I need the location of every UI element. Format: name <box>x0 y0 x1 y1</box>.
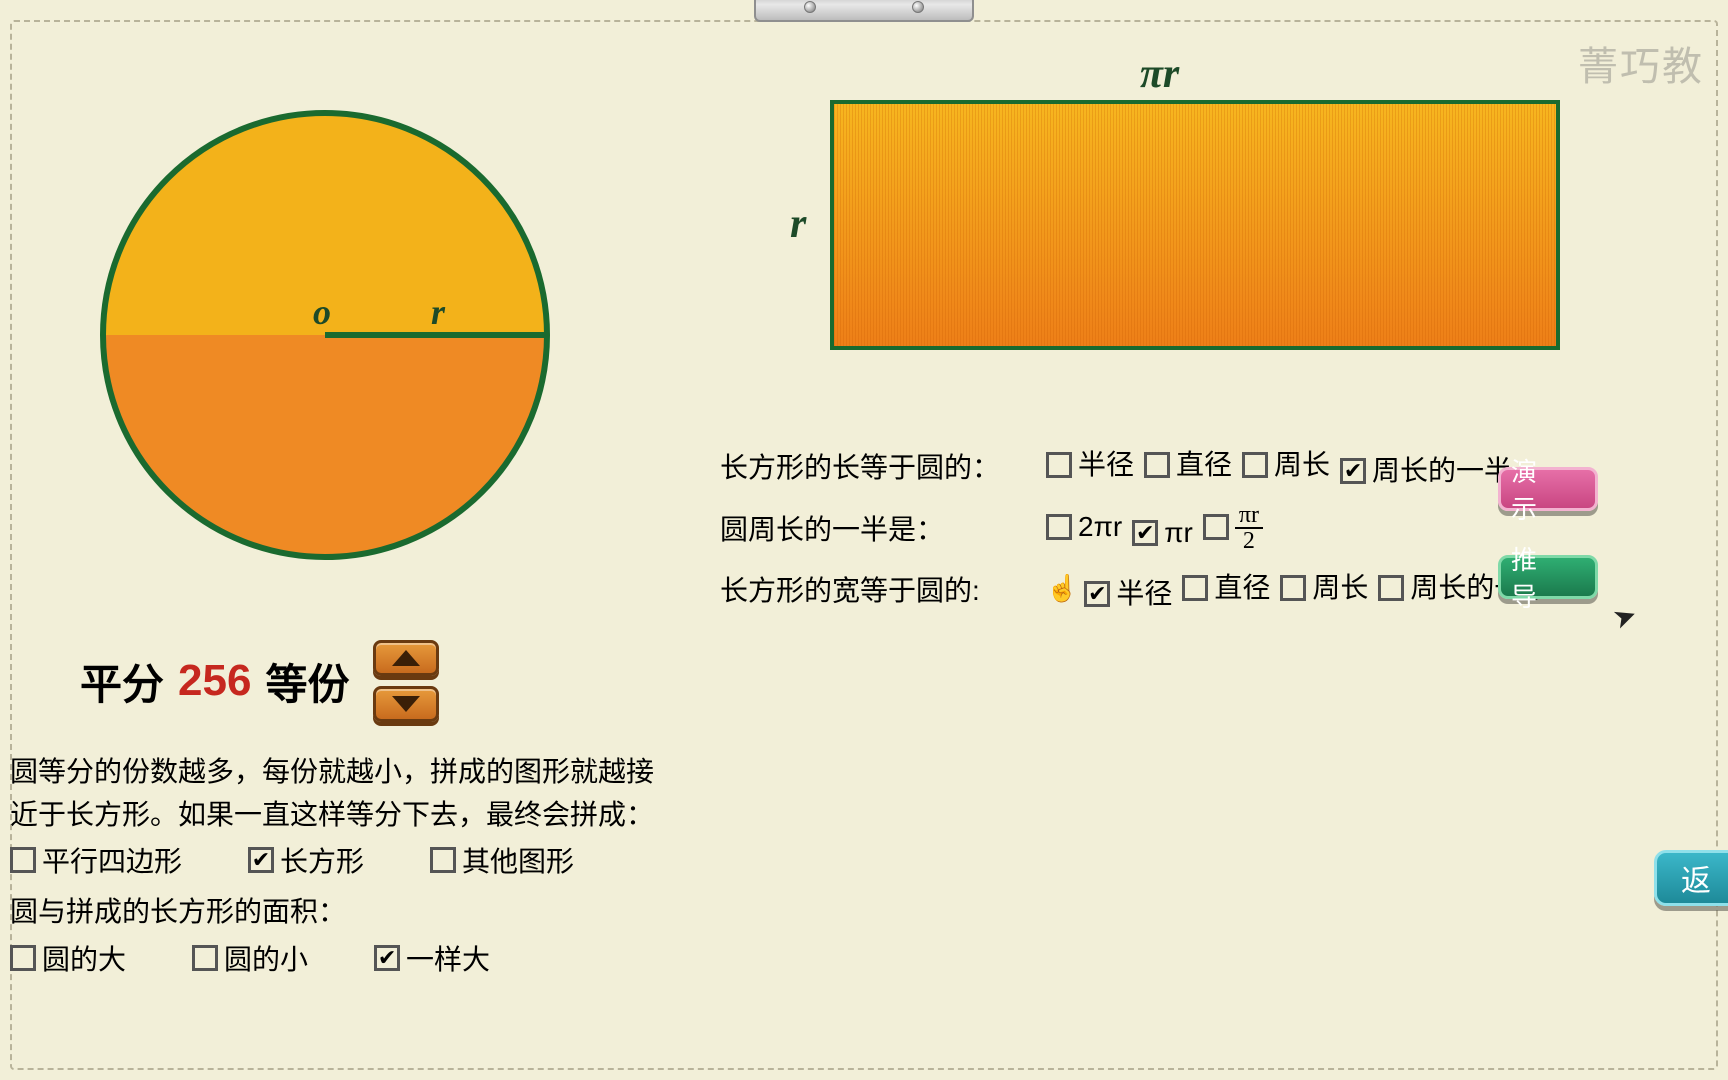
back-button[interactable]: 返 <box>1654 850 1728 906</box>
q-left-shape-option-0[interactable]: 平行四边形 <box>10 840 182 880</box>
step-up-button[interactable] <box>373 640 439 676</box>
questions-left: 平行四边形 长方形 其他图形 圆与拼成的长方形的面积： 圆的大 圆的小 一样大 <box>10 840 710 988</box>
checkbox-icon <box>192 945 218 971</box>
q-right-row3-option-label: 直径 <box>1214 563 1270 612</box>
q-left-area-option-2[interactable]: 一样大 <box>374 938 490 978</box>
q-left-area-option-0[interactable]: 圆的大 <box>10 938 126 978</box>
pointing-hand-icon: ☝️ <box>1046 566 1078 612</box>
back-button-label: 返 <box>1681 856 1711 900</box>
rectangle-fill <box>830 100 1560 350</box>
checkbox-icon <box>248 847 274 873</box>
q-right-row1-option-3[interactable]: 周长的一半 <box>1340 446 1512 495</box>
q-right-row2: 圆周长的一半是： 2πr πr πr2 <box>720 501 1560 557</box>
q-right-row2-option-2[interactable]: πr2 <box>1203 501 1263 553</box>
q-left-shape-row: 平行四边形 长方形 其他图形 <box>10 840 710 880</box>
q-right-row2-option-1[interactable]: πr <box>1132 508 1193 557</box>
q-right-row2-option-label: πr <box>1164 508 1193 557</box>
q-right-row3-option-label: 周长 <box>1312 563 1368 612</box>
q-right-row1-option-1[interactable]: 直径 <box>1144 440 1232 489</box>
q-right-row1-option-label: 周长的一半 <box>1372 446 1512 495</box>
questions-right: 长方形的长等于圆的： 半径直径周长周长的一半 圆周长的一半是： 2πrπrπr2… <box>720 440 1560 624</box>
q-left-area-option-label: 圆的小 <box>224 938 308 978</box>
q-left-area-option-label: 一样大 <box>406 938 490 978</box>
circle-figure: o r <box>95 105 555 565</box>
circle-radius-label: r <box>431 291 445 333</box>
demo-button-label: 演 示 <box>1511 452 1595 526</box>
divisions-suffix: 等份 <box>265 651 349 712</box>
checkbox-icon <box>374 945 400 971</box>
q-left-area-option-label: 圆的大 <box>42 938 126 978</box>
circle-center-label: o <box>313 291 331 333</box>
q-right-row3-option-2[interactable]: 周长 <box>1280 563 1368 612</box>
rectangle-figure <box>830 100 1560 350</box>
checkbox-icon <box>1046 452 1072 478</box>
q-right-row3-option-0[interactable]: 半径 <box>1084 569 1172 618</box>
checkbox-icon <box>1182 575 1208 601</box>
q-left-area-row: 圆的大 圆的小 一样大 <box>10 938 710 978</box>
q-left-area-option-1[interactable]: 圆的小 <box>192 938 308 978</box>
checkbox-icon <box>1144 452 1170 478</box>
q-left-shape-option-1[interactable]: 长方形 <box>248 840 364 880</box>
divisions-stepper <box>373 640 439 722</box>
q-right-row1-option-label: 周长 <box>1274 440 1330 489</box>
checkbox-icon <box>1242 452 1268 478</box>
demo-button[interactable]: 演 示 <box>1498 467 1598 511</box>
checkbox-icon <box>1132 520 1158 546</box>
q-right-row1-option-2[interactable]: 周长 <box>1242 440 1330 489</box>
q-right-row2-option-label: πr2 <box>1235 501 1263 553</box>
triangle-down-icon <box>392 696 420 712</box>
q-left-shape-option-label: 长方形 <box>280 840 364 880</box>
checkbox-icon <box>1378 575 1404 601</box>
checkbox-icon <box>10 847 36 873</box>
checkbox-icon <box>1084 581 1110 607</box>
derive-button-label: 推 导 <box>1511 540 1595 614</box>
divisions-prefix: 平分 <box>80 651 164 712</box>
binder-clip <box>754 0 974 22</box>
checkbox-icon <box>1280 575 1306 601</box>
q-right-row1-option-label: 半径 <box>1078 440 1134 489</box>
checkbox-icon <box>430 847 456 873</box>
triangle-up-icon <box>392 650 420 666</box>
q-right-row3-option-label: 半径 <box>1116 569 1172 618</box>
q-right-row3: 长方形的宽等于圆的: ☝️ 半径直径周长周长的一半 <box>720 563 1560 618</box>
q-left-shape-option-2[interactable]: 其他图形 <box>430 840 574 880</box>
q-left-area-prompt: 圆与拼成的长方形的面积： <box>10 890 710 930</box>
q-right-row1: 长方形的长等于圆的： 半径直径周长周长的一半 <box>720 440 1560 495</box>
q-right-row1-option-label: 直径 <box>1176 440 1232 489</box>
checkbox-icon <box>1046 514 1072 540</box>
step-down-button[interactable] <box>373 686 439 722</box>
q-right-row3-prompt: 长方形的宽等于圆的: <box>720 566 1040 615</box>
watermark-text: 菁巧教 <box>1578 34 1704 92</box>
q-right-row1-prompt: 长方形的长等于圆的： <box>720 443 1040 492</box>
q-right-row2-prompt: 圆周长的一半是： <box>720 505 1040 554</box>
checkbox-icon <box>1340 458 1366 484</box>
q-right-row1-option-0[interactable]: 半径 <box>1046 440 1134 489</box>
q-right-row2-option-0[interactable]: 2πr <box>1046 502 1122 551</box>
rectangle-top-label: πr <box>1140 50 1179 98</box>
q-left-shape-option-label: 其他图形 <box>462 840 574 880</box>
explanation-text: 圆等分的份数越多，每份就越小，拼成的图形就越接近于长方形。如果一直这样等分下去，… <box>10 750 680 837</box>
derive-button[interactable]: 推 导 <box>1498 555 1598 599</box>
q-right-row2-option-label: 2πr <box>1078 502 1122 551</box>
rectangle-left-label: r <box>790 200 806 248</box>
divisions-control: 平分 256 等份 <box>80 640 439 722</box>
q-left-shape-option-label: 平行四边形 <box>42 840 182 880</box>
checkbox-icon <box>10 945 36 971</box>
checkbox-icon <box>1203 514 1229 540</box>
q-right-row3-option-1[interactable]: 直径 <box>1182 563 1270 612</box>
divisions-count: 256 <box>178 656 251 706</box>
